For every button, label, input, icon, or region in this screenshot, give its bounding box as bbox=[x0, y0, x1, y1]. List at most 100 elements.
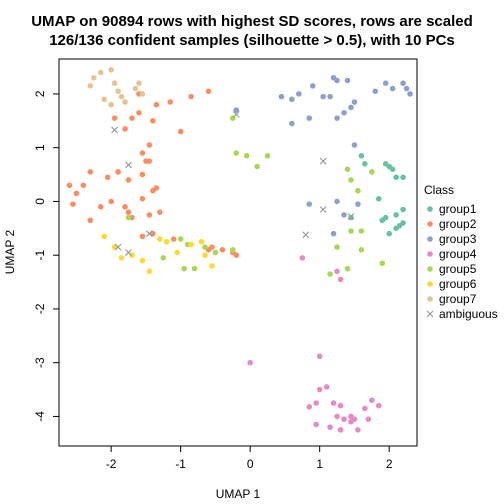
group5-point bbox=[177, 236, 184, 242]
group6-point bbox=[174, 249, 180, 256]
group3-point bbox=[296, 91, 302, 97]
group4-point bbox=[316, 353, 323, 360]
group6-point bbox=[198, 238, 205, 245]
group5-point bbox=[355, 187, 361, 194]
group1-point bbox=[393, 212, 399, 218]
group5-point bbox=[264, 152, 271, 159]
group6-point bbox=[188, 241, 194, 248]
group4-point bbox=[313, 421, 320, 428]
group2-point bbox=[70, 201, 76, 207]
ambiguous-point bbox=[232, 110, 240, 118]
group2-point bbox=[122, 204, 128, 210]
group5-point bbox=[344, 166, 351, 172]
group1-point bbox=[348, 214, 354, 221]
group2-point bbox=[150, 187, 156, 194]
group3-point bbox=[306, 115, 313, 121]
ambiguous-point bbox=[125, 249, 132, 256]
group2-point bbox=[87, 217, 94, 224]
legend-symbol-group3 bbox=[427, 236, 433, 242]
group7-point bbox=[139, 91, 146, 97]
group2-point bbox=[87, 169, 94, 175]
group6-point bbox=[163, 238, 170, 245]
group5-point bbox=[229, 247, 236, 253]
group7-point bbox=[136, 80, 142, 86]
group4-point bbox=[355, 427, 361, 433]
group3-point bbox=[289, 120, 295, 127]
group2-point bbox=[170, 236, 177, 242]
x-tick-label: 1 bbox=[316, 457, 323, 471]
ambiguous-point-stroke bbox=[111, 126, 119, 134]
group6-point bbox=[202, 252, 208, 258]
group2-point bbox=[146, 212, 153, 218]
group6-point bbox=[101, 233, 107, 240]
group5-point bbox=[160, 255, 167, 261]
group1-point bbox=[379, 217, 386, 224]
legend-symbol-group4 bbox=[427, 251, 433, 257]
group2-point bbox=[156, 209, 163, 215]
group2-point bbox=[139, 233, 146, 240]
ambiguous-point bbox=[145, 230, 153, 238]
group6-point bbox=[209, 263, 215, 269]
group5-point bbox=[334, 244, 340, 250]
group5-point bbox=[369, 169, 375, 175]
group3-point bbox=[334, 115, 340, 121]
y-axis-label: UMAP 2 bbox=[3, 229, 17, 274]
group2-point bbox=[153, 101, 160, 108]
x-tick-label: -1 bbox=[175, 457, 186, 471]
group6-point bbox=[139, 257, 146, 264]
y-tick-label: 2 bbox=[33, 90, 47, 97]
ambiguous-point bbox=[302, 231, 310, 239]
group3-point bbox=[344, 77, 351, 84]
ambiguous-point bbox=[319, 206, 327, 213]
ambiguous-point-stroke bbox=[114, 243, 122, 251]
group1-point bbox=[389, 166, 396, 172]
group5-point bbox=[212, 249, 219, 256]
group5-point bbox=[243, 152, 250, 159]
group3-point bbox=[389, 85, 396, 92]
group5-point bbox=[327, 271, 333, 277]
group2-point bbox=[80, 182, 87, 189]
group7-point bbox=[101, 96, 107, 103]
group3-point bbox=[403, 85, 410, 92]
ambiguous-point-stroke bbox=[302, 231, 310, 239]
group3-point bbox=[355, 201, 361, 207]
group2-point bbox=[188, 93, 194, 100]
group1-point bbox=[400, 174, 406, 181]
group3-point bbox=[382, 80, 389, 86]
legend-symbol-group1 bbox=[427, 206, 433, 212]
group2-point bbox=[122, 126, 128, 132]
x-tick-label: 0 bbox=[247, 457, 254, 471]
x-tick-label: -2 bbox=[106, 457, 117, 471]
group5-point bbox=[202, 244, 208, 250]
group3-point bbox=[334, 198, 340, 205]
group2-point bbox=[108, 198, 114, 205]
group2-point bbox=[136, 109, 142, 116]
group2-point bbox=[104, 174, 111, 181]
y-tick-label: -4 bbox=[33, 411, 47, 422]
group4-point bbox=[365, 416, 372, 422]
group4-point bbox=[348, 419, 354, 425]
legend-label-group3: group3 bbox=[439, 232, 477, 246]
group6-point bbox=[146, 268, 153, 275]
group2-point bbox=[73, 190, 80, 197]
x-tick-label: 2 bbox=[386, 457, 393, 471]
group2-point bbox=[233, 252, 240, 258]
y-axis: -4 -3 -2 -1 0 1 2 bbox=[33, 90, 60, 422]
ambiguous-point bbox=[111, 126, 119, 134]
group3-point bbox=[348, 104, 354, 111]
legend-symbol-group6 bbox=[427, 281, 433, 287]
group5-point bbox=[358, 228, 365, 234]
legend-label-group4: group4 bbox=[439, 247, 477, 261]
group4-point bbox=[299, 255, 306, 261]
legend-symbol-ambiguous bbox=[426, 310, 434, 318]
group3-point bbox=[233, 107, 240, 113]
group3-point bbox=[334, 77, 340, 84]
group1-point bbox=[362, 161, 368, 167]
group2-point bbox=[129, 115, 135, 121]
group2-point bbox=[111, 115, 118, 121]
legend-label-ambiguous: ambiguous bbox=[439, 307, 498, 321]
ambiguous-point-stroke bbox=[232, 110, 240, 118]
ambiguous-point bbox=[347, 213, 355, 220]
group4-point bbox=[369, 397, 375, 404]
group7-point bbox=[108, 101, 114, 108]
